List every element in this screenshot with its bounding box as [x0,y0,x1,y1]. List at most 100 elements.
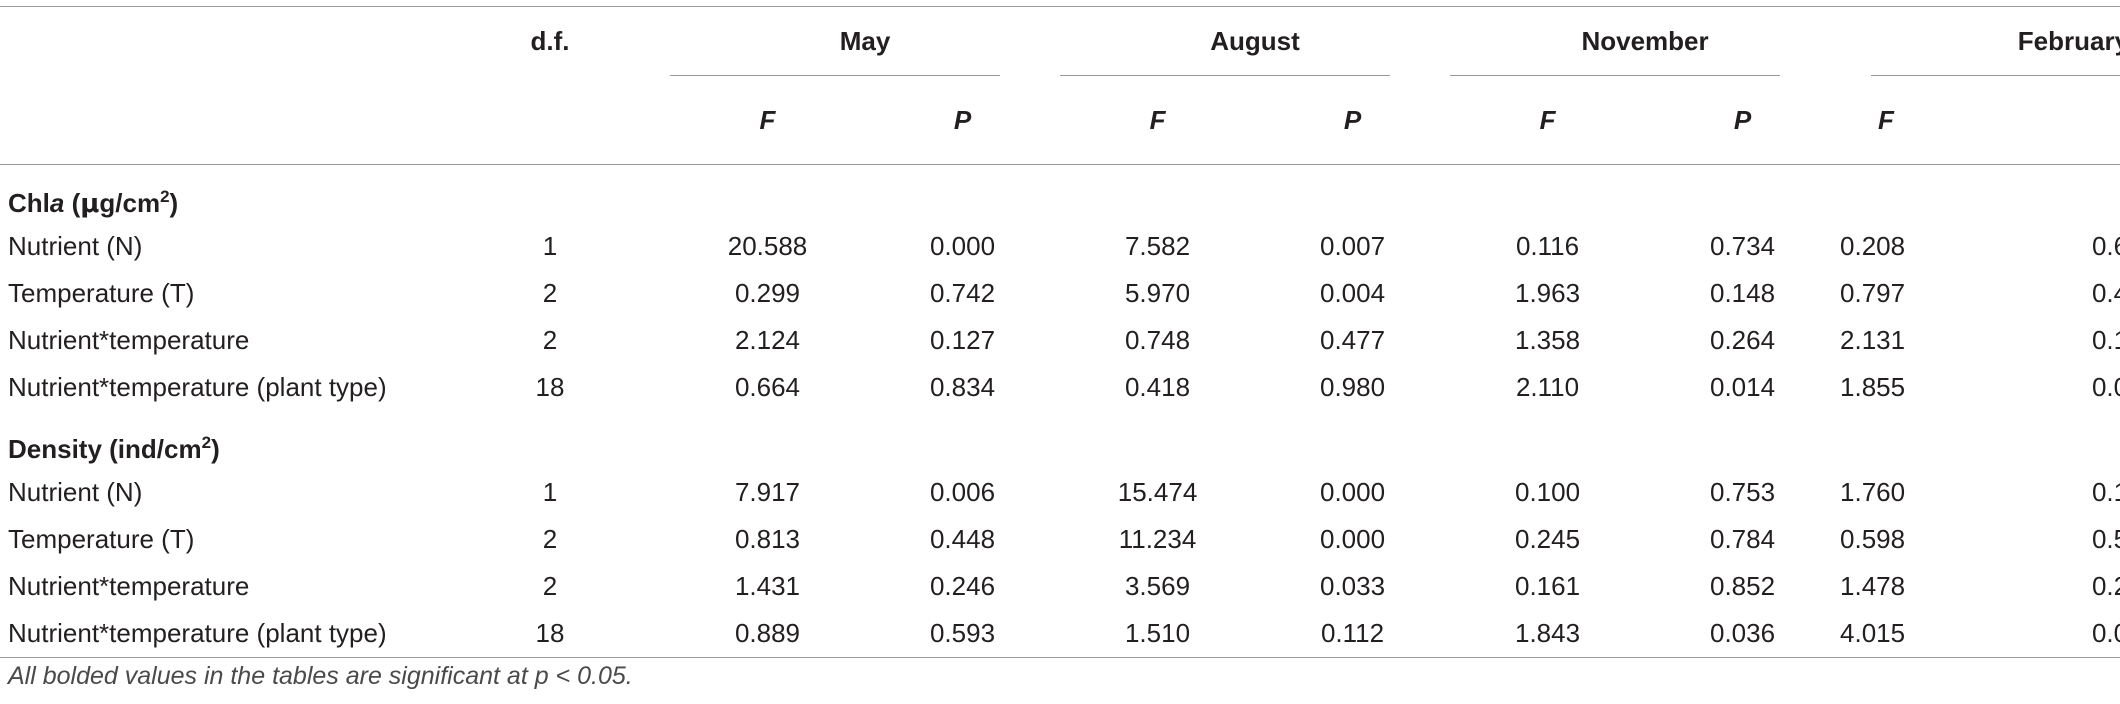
row-label: Nutrient (N) [8,477,143,507]
table-row: Nutrient (N) 1 20.588 0.000 7.582 0.007 0.116 0… [0,223,2120,270]
f-value-cell: 0.889 [670,610,865,658]
section-title-unit: g/cm [99,188,161,218]
anova-table: d.f. May August November February F P F … [0,6,2120,658]
header-f: F [1539,104,1556,135]
section-title-sup: 2 [201,433,212,452]
section-title-italic: a [49,188,65,218]
p-value-cell: 0.455 [2091,278,2120,308]
header-p: P [953,104,972,135]
f-value-cell: 20.588 [727,231,808,261]
p-value-cell: 0.264 [1709,325,1776,355]
row-df: 18 [535,372,565,402]
month-label: August [1210,25,1300,56]
header-month-august: August [1060,7,1450,76]
f-value-cell: 1.478 [1840,571,1906,601]
header-row-months: d.f. May August November February [0,6,2120,76]
p-value-cell: 0.112 [1255,610,1451,658]
table-row: Nutrient (N) 1 7.917 0.006 15.474 0.000 0.100 0… [0,469,2120,516]
f-value-cell: 3.569 [1124,571,1191,601]
f-value-cell: 1.843 [1450,610,1646,658]
month-label: November [1581,25,1709,56]
p-value-cell: 0.006 [929,477,996,507]
row-label: Nutrient*temperature [8,325,250,355]
month-label: February [2017,25,2120,56]
p-value-cell: 0.742 [929,278,996,308]
section-title-end: ) [169,188,179,218]
header-f: F [1878,104,1894,135]
p-value-cell: 0.189 [2091,477,2120,507]
p-value-cell: 0.035 [2091,372,2120,402]
section-body-density: Nutrient (N) 1 7.917 0.006 15.474 0.000 0.100 0… [0,469,2120,658]
row-df: 2 [542,325,558,355]
f-value-cell: 0.245 [1514,524,1581,554]
row-label: Nutrient*temperature (plant type) [8,372,387,402]
p-value-cell: 0.000 [1319,477,1386,507]
header-p: P [1343,104,1362,135]
row-label: Temperature (T) [8,524,195,554]
header-p: P [1733,104,1752,135]
row-df: 2 [542,278,558,308]
p-value-cell: 0.000 [1990,610,2120,658]
f-value-cell: 0.208 [1840,231,1906,261]
p-value-cell: 0.477 [1319,325,1386,355]
table-row: Nutrient*temperature (plant type) 18 0.664… [0,364,2120,411]
p-value-cell: 0.000 [929,231,996,261]
header-blank [0,7,430,76]
section-title-mu: μ [80,189,100,219]
section-heading-density: Density (ind/cm2) [0,411,2120,469]
header-month-may: May [670,7,1060,76]
header-f: F [759,104,776,135]
f-value-cell: 15.474 [1117,477,1198,507]
month-underline [1871,75,2120,76]
month-underline [670,75,1000,76]
header-month-november: November [1450,7,1840,76]
table-row: Nutrient*temperature 2 1.431 0.246 3.569 0.03… [0,563,2120,610]
f-value-cell: 2.124 [734,325,801,355]
f-value-cell: 4.015 [1840,610,1991,658]
f-value-cell: 2.131 [1840,325,1906,355]
f-value-cell: 0.664 [734,372,801,402]
row-df: 1 [542,231,558,261]
header-df: d.f. [530,25,570,56]
p-value-cell: 0.000 [1319,524,1386,554]
table-row: Nutrient*temperature 2 2.124 0.127 0.748 0.47… [0,317,2120,364]
section-title-end: ) [211,434,220,464]
p-value-cell: 0.036 [1645,610,1841,658]
section-heading-chla: Chla (μg/cm2) [0,165,2120,224]
f-value-cell: 0.299 [734,278,801,308]
section-body-chla: Nutrient (N) 1 20.588 0.000 7.582 0.007 0.116 0… [0,223,2120,411]
p-value-cell: 0.980 [1319,372,1386,402]
f-value-cell: 1.855 [1840,372,1906,402]
section-title: Chl [8,188,50,218]
row-df: 2 [542,571,558,601]
f-value-cell: 1.510 [1060,610,1256,658]
p-value-cell: 0.834 [929,372,996,402]
table-row: Temperature (T) 2 0.813 0.448 11.234 0.000 0.2… [0,516,2120,563]
row-label: Temperature (T) [8,278,195,308]
f-value-cell: 0.418 [1124,372,1191,402]
p-value-cell: 0.235 [2091,571,2120,601]
p-value-cell: 0.784 [1709,524,1776,554]
header-month-february: February [1840,7,2120,76]
table-footnote: All bolded values in the tables are sign… [8,662,633,690]
p-value-cell: 0.246 [929,571,996,601]
f-value-cell: 1.760 [1840,477,1906,507]
table-row: Temperature (T) 2 0.299 0.742 5.970 0.004 1.96… [0,270,2120,317]
row-df: 18 [430,610,670,658]
f-value-cell: 2.110 [1515,372,1580,402]
f-value-cell: 1.963 [1514,278,1581,308]
p-value-cell: 0.593 [865,610,1061,658]
f-value-cell: 7.582 [1124,231,1191,261]
p-value-cell: 0.734 [1709,231,1776,261]
f-value-cell: 5.970 [1124,278,1191,308]
f-value-cell: 0.797 [1840,278,1906,308]
row-df: 1 [542,477,558,507]
row-label: Nutrient*temperature [8,571,250,601]
section-title-sup: 2 [160,187,170,206]
month-underline [1450,75,1781,76]
row-df: 2 [542,524,558,554]
row-label: Nutrient (N) [8,231,143,261]
p-value-cell: 0.033 [1319,571,1386,601]
f-value-cell: 0.748 [1124,325,1191,355]
